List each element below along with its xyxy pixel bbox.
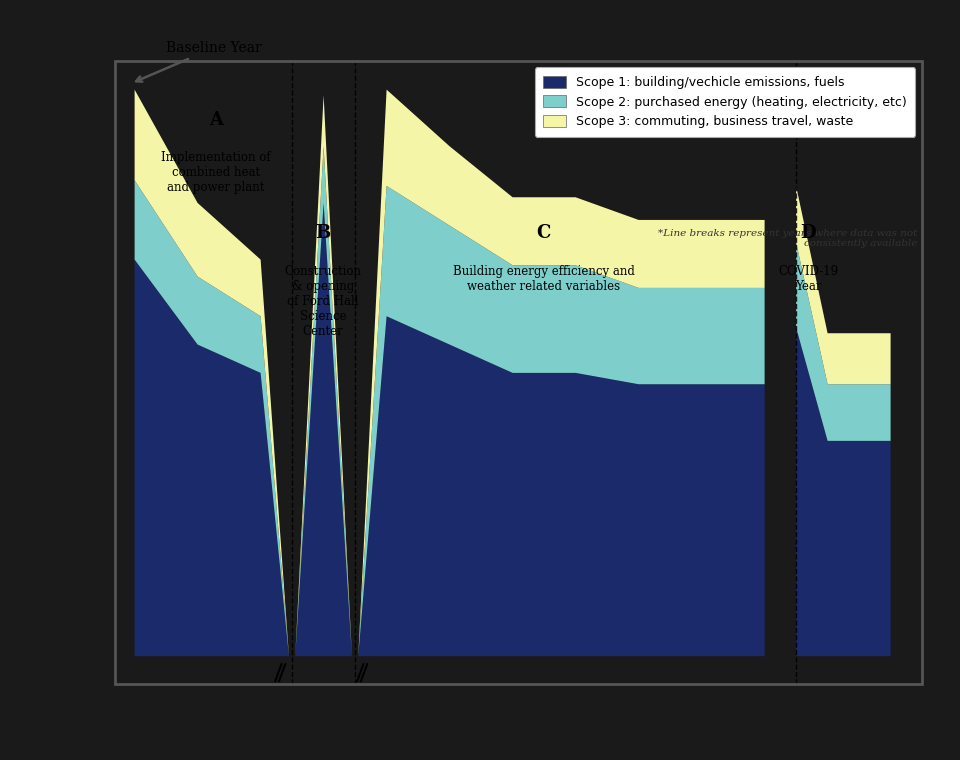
Text: COVID-19
Year: COVID-19 Year [779, 264, 838, 293]
Text: Construction
& opening
of Ford Hall
Science
Center: Construction & opening of Ford Hall Scie… [284, 264, 362, 337]
Text: D: D [801, 224, 816, 242]
Text: Building energy efficiency and
weather related variables: Building energy efficiency and weather r… [453, 264, 635, 293]
Text: Implementation of
combined heat
and power plant: Implementation of combined heat and powe… [161, 151, 271, 195]
Text: Baseline Year: Baseline Year [136, 41, 261, 81]
Bar [115, 61, 922, 684]
Text: C: C [537, 224, 551, 242]
Text: B: B [316, 224, 331, 242]
Legend: Scope 1: building/vechicle emissions, fuels, Scope 2: purchased energy (heating,: Scope 1: building/vechicle emissions, fu… [535, 67, 915, 137]
Text: A: A [209, 111, 223, 128]
Text: *Line breaks represent years where data was not
consistently available: *Line breaks represent years where data … [659, 229, 918, 249]
